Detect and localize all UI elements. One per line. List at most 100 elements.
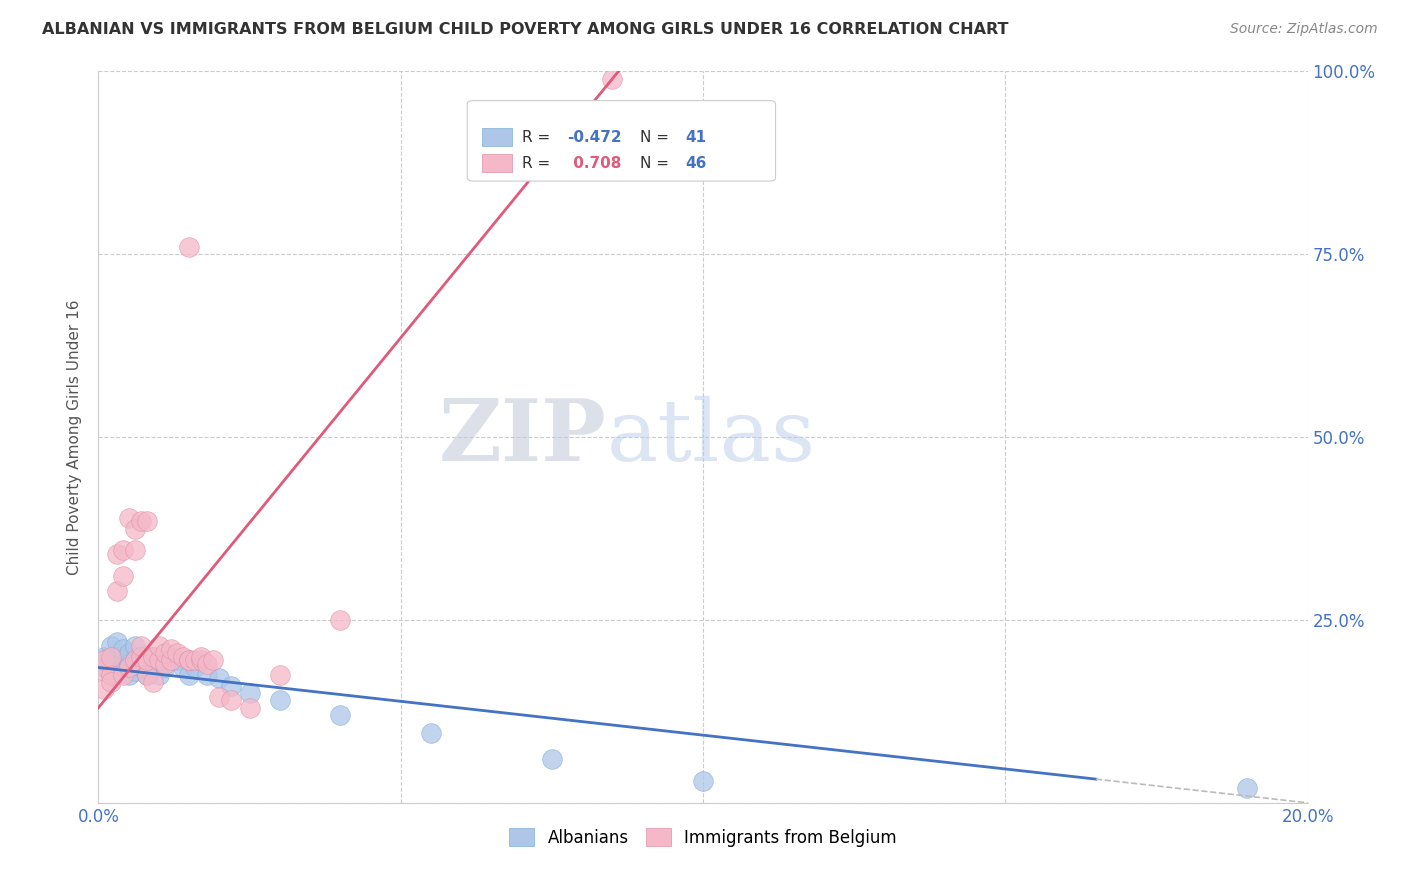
- Point: [221, 679, 243, 693]
- Point: [1236, 781, 1258, 796]
- Point: [179, 240, 201, 254]
- Point: [172, 660, 194, 674]
- Text: N =: N =: [640, 129, 673, 145]
- Point: [124, 639, 146, 653]
- Text: ZIP: ZIP: [439, 395, 606, 479]
- Point: [124, 653, 146, 667]
- Point: [111, 660, 134, 674]
- Point: [692, 773, 714, 788]
- Point: [135, 667, 157, 681]
- Point: [118, 646, 141, 660]
- Text: ALBANIAN VS IMMIGRANTS FROM BELGIUM CHILD POVERTY AMONG GIRLS UNDER 16 CORRELATI: ALBANIAN VS IMMIGRANTS FROM BELGIUM CHIL…: [42, 22, 1008, 37]
- Point: [166, 653, 188, 667]
- FancyBboxPatch shape: [482, 128, 512, 146]
- Point: [329, 613, 352, 627]
- Point: [142, 649, 165, 664]
- Point: [166, 646, 188, 660]
- Point: [184, 653, 207, 667]
- Point: [124, 543, 146, 558]
- Point: [160, 653, 183, 667]
- Text: -0.472: -0.472: [568, 129, 623, 145]
- Point: [100, 675, 122, 690]
- Text: R =: R =: [522, 129, 555, 145]
- Text: atlas: atlas: [606, 395, 815, 479]
- Point: [148, 639, 170, 653]
- Point: [179, 653, 201, 667]
- Point: [111, 642, 134, 657]
- Point: [105, 649, 128, 664]
- Point: [190, 649, 212, 664]
- Point: [153, 646, 176, 660]
- Point: [540, 752, 562, 766]
- Point: [179, 653, 201, 667]
- Point: [129, 649, 152, 664]
- Point: [153, 660, 176, 674]
- Point: [269, 693, 291, 707]
- Point: [208, 690, 231, 704]
- Point: [118, 667, 141, 681]
- Point: [100, 649, 122, 664]
- Point: [269, 667, 291, 681]
- Point: [195, 667, 218, 681]
- Point: [195, 657, 218, 671]
- Text: 41: 41: [685, 129, 706, 145]
- Point: [135, 514, 157, 528]
- Point: [129, 660, 152, 674]
- Legend: Albanians, Immigrants from Belgium: Albanians, Immigrants from Belgium: [499, 819, 907, 856]
- Point: [118, 657, 141, 671]
- Point: [129, 649, 152, 664]
- Text: 46: 46: [685, 156, 706, 171]
- Point: [105, 664, 128, 678]
- Point: [118, 510, 141, 524]
- Text: 0.708: 0.708: [568, 156, 621, 171]
- Point: [111, 543, 134, 558]
- FancyBboxPatch shape: [467, 101, 776, 181]
- Point: [105, 547, 128, 561]
- Point: [239, 700, 262, 714]
- Point: [208, 672, 231, 686]
- Point: [420, 726, 443, 740]
- Point: [111, 667, 134, 681]
- Point: [93, 660, 115, 674]
- Point: [142, 649, 165, 664]
- Text: R =: R =: [522, 156, 555, 171]
- Point: [148, 653, 170, 667]
- Point: [129, 639, 152, 653]
- Point: [135, 653, 157, 667]
- Point: [179, 667, 201, 681]
- Point: [135, 653, 157, 667]
- Point: [124, 653, 146, 667]
- Y-axis label: Child Poverty Among Girls Under 16: Child Poverty Among Girls Under 16: [67, 300, 83, 574]
- Point: [118, 660, 141, 674]
- Point: [160, 642, 183, 657]
- Point: [202, 653, 225, 667]
- Point: [100, 667, 122, 681]
- Point: [172, 649, 194, 664]
- Point: [239, 686, 262, 700]
- Point: [93, 664, 115, 678]
- Point: [100, 667, 122, 681]
- Point: [124, 664, 146, 678]
- Point: [93, 682, 115, 697]
- Point: [100, 639, 122, 653]
- Point: [148, 667, 170, 681]
- Point: [105, 635, 128, 649]
- Point: [142, 660, 165, 674]
- Point: [93, 653, 115, 667]
- Point: [135, 667, 157, 681]
- Point: [602, 71, 624, 86]
- Text: N =: N =: [640, 156, 673, 171]
- Point: [111, 569, 134, 583]
- Point: [142, 675, 165, 690]
- Point: [221, 693, 243, 707]
- Point: [105, 583, 128, 598]
- Point: [129, 514, 152, 528]
- Point: [190, 653, 212, 667]
- Text: Source: ZipAtlas.com: Source: ZipAtlas.com: [1230, 22, 1378, 37]
- Point: [100, 653, 122, 667]
- Point: [148, 653, 170, 667]
- FancyBboxPatch shape: [482, 154, 512, 172]
- Point: [111, 653, 134, 667]
- Point: [184, 660, 207, 674]
- Point: [160, 649, 183, 664]
